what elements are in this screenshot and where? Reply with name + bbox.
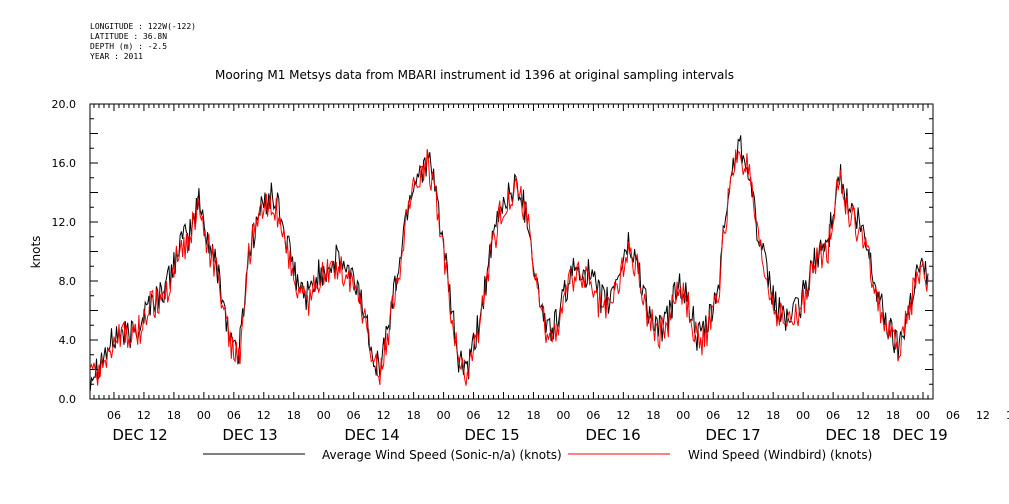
x-hour-label: 06 [467, 409, 481, 422]
x-hour-label: 00 [916, 409, 930, 422]
metadata-block: LONGITUDE : 122W(-122) LATITUDE : 36.8N … [90, 22, 196, 62]
x-hour-label: 12 [616, 409, 630, 422]
x-hour-label: 06 [586, 409, 600, 422]
legend: Average Wind Speed (Sonic-n/a) (knots) W… [203, 448, 872, 462]
x-hour-label: 06 [946, 409, 960, 422]
y-tick-label: 0.0 [59, 393, 77, 406]
series-average-wind-speed [89, 135, 929, 391]
x-axis: 06 12 18 00 06 12 18 00 06 12 18 00 06 12 18 00 06 12 18 00… [93, 104, 1009, 444]
y-axis-label: knots [29, 236, 43, 269]
x-hour-label: 06 [826, 409, 840, 422]
x-hour-label: 00 [676, 409, 690, 422]
series-windbird-wind-speed [89, 149, 929, 386]
x-hour-label: 00 [556, 409, 570, 422]
longitude-label: LONGITUDE : 122W(-122) [90, 22, 196, 31]
x-hour-label: 12 [137, 409, 151, 422]
x-hour-label: 12 [257, 409, 271, 422]
y-tick-label: 4.0 [59, 334, 77, 347]
latitude-label: LATITUDE : 36.8N [90, 32, 168, 41]
y-axis: 0.0 4.0 8.0 12.0 16.0 20.0 [52, 98, 933, 406]
x-hour-label: 12 [976, 409, 990, 422]
x-day-label: DEC 15 [464, 426, 519, 444]
x-hour-label: 06 [227, 409, 241, 422]
x-hour-label: 18 [287, 409, 301, 422]
x-hour-label: 00 [796, 409, 810, 422]
x-hour-label: 12 [377, 409, 391, 422]
x-hour-label: 18 [167, 409, 181, 422]
x-hour-label: 18 [766, 409, 780, 422]
chart-title: Mooring M1 Metsys data from MBARI instru… [215, 68, 734, 82]
depth-label: DEPTH (m) : -2.5 [90, 42, 168, 51]
x-day-label: DEC 18 [825, 426, 880, 444]
x-hour-label: 00 [317, 409, 331, 422]
x-day-label: DEC 19 [892, 426, 947, 444]
x-hour-label: 00 [437, 409, 451, 422]
x-day-label: DEC 17 [705, 426, 760, 444]
x-hour-label: 00 [197, 409, 211, 422]
x-hour-label: 12 [736, 409, 750, 422]
x-hour-label: 18 [646, 409, 660, 422]
y-tick-label: 8.0 [59, 275, 77, 288]
y-tick-label: 12.0 [52, 216, 77, 229]
x-hour-label: 18 [526, 409, 540, 422]
legend-label-windbird: Wind Speed (Windbird) (knots) [688, 448, 872, 462]
x-day-label: DEC 16 [585, 426, 640, 444]
legend-label-average: Average Wind Speed (Sonic-n/a) (knots) [322, 448, 562, 462]
x-hour-label: 18 [886, 409, 900, 422]
x-day-label: DEC 12 [112, 426, 167, 444]
x-hour-label: 12 [856, 409, 870, 422]
x-hour-label: 06 [706, 409, 720, 422]
x-hour-label: 18 [1006, 409, 1009, 422]
x-hour-label: 12 [497, 409, 511, 422]
y-tick-label: 16.0 [52, 157, 77, 170]
y-tick-label: 20.0 [52, 98, 77, 111]
x-hour-label: 18 [407, 409, 421, 422]
series-group [89, 135, 929, 391]
x-day-label: DEC 14 [344, 426, 399, 444]
year-label: YEAR : 2011 [90, 52, 143, 61]
plot-frame [89, 103, 934, 400]
x-hour-label: 06 [347, 409, 361, 422]
x-day-label: DEC 13 [222, 426, 277, 444]
x-hour-label: 06 [107, 409, 121, 422]
